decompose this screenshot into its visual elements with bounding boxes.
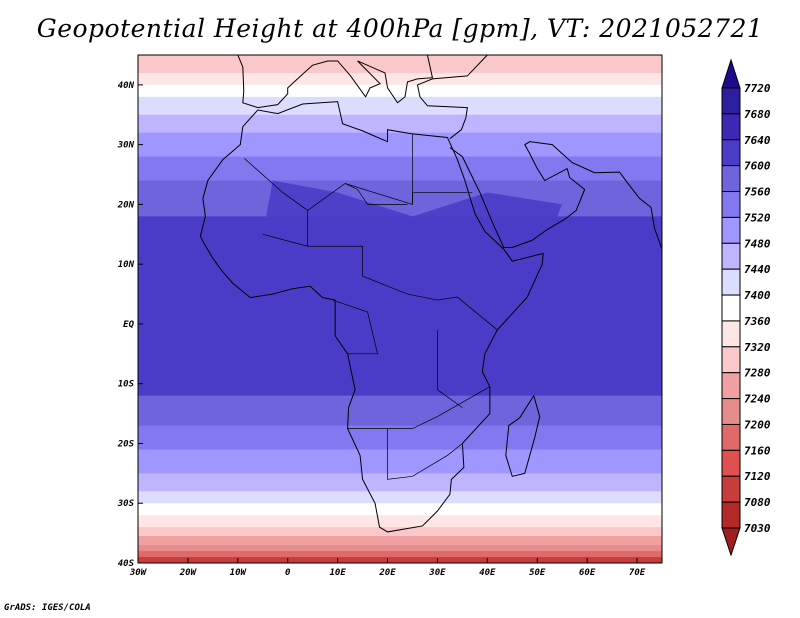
colorbar-label: 7560 xyxy=(744,186,771,199)
colorbar-box xyxy=(721,87,741,115)
colorbar-box xyxy=(721,449,741,477)
colorbar-label: 7440 xyxy=(744,263,771,276)
colorbar-box xyxy=(721,501,741,529)
colorbar-box xyxy=(721,165,741,193)
lon-tick-label: 70E xyxy=(629,568,646,578)
height-band xyxy=(138,156,662,182)
lon-tick-label: 60E xyxy=(579,568,596,578)
colorbar-box xyxy=(721,320,741,348)
height-band xyxy=(138,425,662,450)
colorbar-label: 7080 xyxy=(744,496,771,509)
asia-coastline xyxy=(416,55,662,250)
colorbar-box xyxy=(721,423,741,451)
lon-tick-label: 50E xyxy=(529,568,546,578)
lat-tick-label: 40N xyxy=(118,81,135,91)
height-band xyxy=(138,55,662,74)
lat-tick-label: 20S xyxy=(117,439,135,449)
lon-tick-label: 30W xyxy=(129,568,148,578)
height-band xyxy=(138,132,662,158)
lon-tick-label: 40E xyxy=(479,568,496,578)
colorbar-label: 7720 xyxy=(744,82,771,95)
colorbar-label: 7640 xyxy=(744,134,771,147)
colorbar-box xyxy=(721,346,741,374)
country-border xyxy=(262,233,308,247)
lat-tick-label: 10N xyxy=(118,260,135,270)
colorbar-label: 7400 xyxy=(744,289,771,302)
height-band xyxy=(138,114,662,134)
madagascar-coastline xyxy=(505,395,541,477)
colorbar-box xyxy=(721,139,741,167)
colorbar-over-triangle xyxy=(721,58,741,89)
colorbar-box xyxy=(721,113,741,141)
lat-tick-label: 30S xyxy=(117,499,135,509)
colorbar-box xyxy=(721,372,741,400)
height-band xyxy=(138,536,662,546)
country-border xyxy=(347,386,491,429)
lat-tick-label: 10S xyxy=(118,380,135,390)
country-border xyxy=(437,329,463,408)
contour-fill xyxy=(138,55,662,563)
credit-label: GrADS: IGES/COLA xyxy=(4,603,91,613)
height-core xyxy=(262,180,563,277)
height-band xyxy=(138,503,662,516)
colorbar-label: 7120 xyxy=(744,470,771,483)
chart-title: Geopotential Height at 400hPa [gpm], VT:… xyxy=(36,14,764,43)
height-band xyxy=(138,545,662,552)
country-border xyxy=(387,428,463,480)
lon-tick-label: 30E xyxy=(428,568,446,578)
colorbar-label: 7680 xyxy=(744,108,771,121)
colorbar-label: 7160 xyxy=(744,444,771,457)
height-band xyxy=(138,473,662,492)
height-band xyxy=(138,551,662,558)
lon-tick-label: 10W xyxy=(230,568,248,578)
height-band xyxy=(138,557,662,563)
lon-tick-label: 20E xyxy=(378,568,396,578)
colorbar-box xyxy=(721,268,741,296)
colorbar-box xyxy=(721,294,741,322)
colorbar-label: 7280 xyxy=(744,367,771,380)
colorbar-under-triangle xyxy=(721,527,741,557)
lon-tick-label: 10E xyxy=(329,568,346,578)
lat-tick-label: 30N xyxy=(117,141,135,151)
height-band xyxy=(138,449,662,474)
colorbar-label: 7520 xyxy=(744,211,771,224)
colorbar-box xyxy=(721,242,741,270)
colorbar-label: 7320 xyxy=(744,341,771,354)
lat-tick-label: 20N xyxy=(117,200,135,210)
colorbar-box xyxy=(721,191,741,218)
lon-tick-label: 20W xyxy=(179,568,198,578)
map-frame xyxy=(137,54,663,564)
height-band xyxy=(138,527,662,537)
colorbar-label: 7480 xyxy=(744,237,771,250)
country-border xyxy=(332,299,378,355)
colorbar-label: 7360 xyxy=(744,315,771,328)
height-band xyxy=(138,491,662,504)
height-band xyxy=(138,515,662,528)
colorbar-box xyxy=(721,216,741,244)
height-band xyxy=(138,72,662,86)
colorbar-label: 7030 xyxy=(744,522,771,535)
lon-tick-label: 0 xyxy=(285,568,291,578)
height-band xyxy=(138,84,662,98)
height-band xyxy=(138,395,662,427)
country-border xyxy=(344,183,408,205)
colorbar-box xyxy=(721,398,741,425)
height-band xyxy=(138,180,662,217)
country-border xyxy=(307,210,498,331)
lat-tick-label: EQ xyxy=(123,320,134,330)
height-band xyxy=(138,96,662,116)
lat-tick-label: 40S xyxy=(118,559,135,569)
colorbar-label: 7600 xyxy=(744,160,771,173)
colorbar-box xyxy=(721,475,741,503)
europe-coastline xyxy=(237,55,434,109)
colorbar-label: 7240 xyxy=(744,393,771,406)
colorbar-label: 7200 xyxy=(744,418,771,431)
